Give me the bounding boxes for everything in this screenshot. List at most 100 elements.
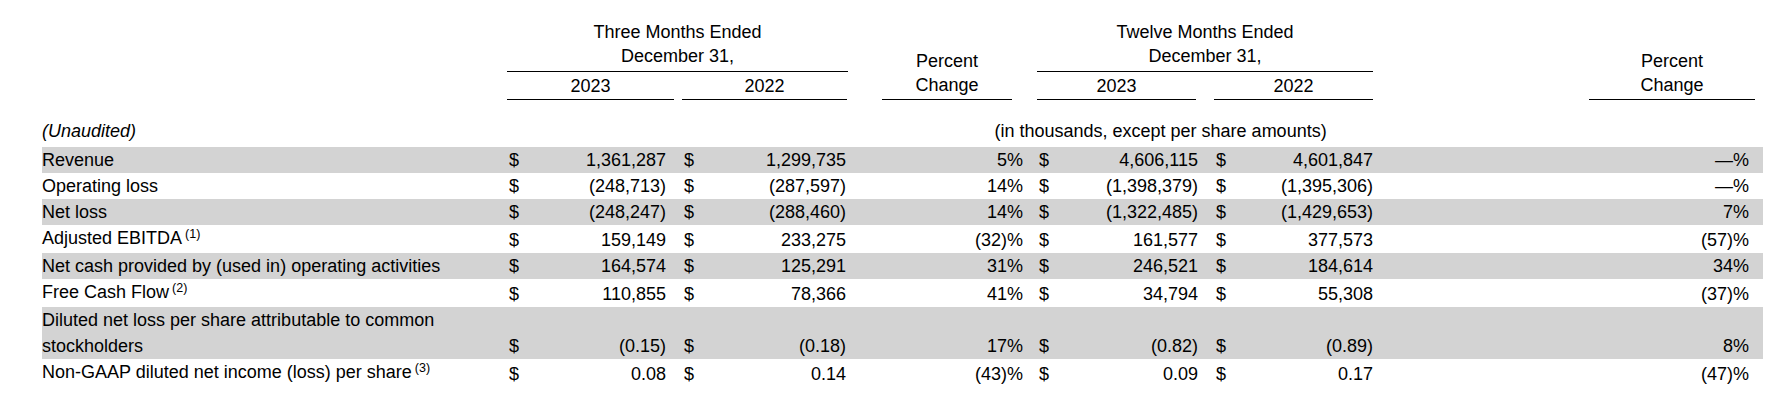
note-spacer [507,100,862,147]
unaudited-label: (Unaudited) [42,100,507,147]
percent-cell: 34% [1389,253,1763,279]
value-cell: 246,521 [1069,253,1214,279]
three-months-title-line1: Three Months Ended [593,22,761,42]
currency-cell: $ [682,253,712,279]
value-cell: (0.89) [1244,307,1389,359]
change-label: Change [916,75,979,95]
value-cell: 161,577 [1069,225,1214,253]
percent-cell: —% [1389,173,1763,199]
three-months-title-line2: December 31, [621,46,734,66]
table-row-adjusted-ebitda: Adjusted EBITDA(1) $ 159,149 $ 233,275 (… [42,225,1763,253]
header-row-groups: Three Months Ended December 31, Percent … [42,10,1763,72]
year-header-three-months-2023: 2023 [507,72,682,100]
row-label: Net cash provided by (used in) operating… [42,253,507,279]
currency-cell: $ [1037,279,1069,307]
currency-cell: $ [1037,307,1069,359]
value-cell: (287,597) [712,173,862,199]
value-cell: 164,574 [537,253,682,279]
currency-cell: $ [507,359,537,387]
percent-change-header-three-months: Percent Change [862,10,1037,100]
value-cell: 377,573 [1244,225,1389,253]
percent-change-header-twelve-months: Percent Change [1389,10,1763,100]
table-row-non-gaap-diluted-eps: Non-GAAP diluted net income (loss) per s… [42,359,1763,387]
percent-label: Percent [1641,51,1703,71]
percent-cell: 31% [862,253,1037,279]
value-cell: (1,395,306) [1244,173,1389,199]
percent-cell: 14% [862,199,1037,225]
value-cell: (0.18) [712,307,862,359]
percent-cell: (37)% [1389,279,1763,307]
table-row-net-cash-operating: Net cash provided by (used in) operating… [42,253,1763,279]
currency-cell: $ [682,147,712,173]
change-label: Change [1641,75,1704,95]
year-header-twelve-months-2023: 2023 [1037,72,1214,100]
value-cell: 34,794 [1069,279,1214,307]
value-cell: 0.09 [1069,359,1214,387]
value-cell: 159,149 [537,225,682,253]
value-cell: 0.08 [537,359,682,387]
currency-cell: $ [1214,307,1244,359]
value-cell: 0.14 [712,359,862,387]
row-label: Diluted net loss per share attributable … [42,307,507,359]
currency-cell: $ [1214,359,1244,387]
value-cell: 4,606,115 [1069,147,1214,173]
note-spacer-right [1389,100,1763,147]
currency-cell: $ [1037,147,1069,173]
currency-cell: $ [1214,253,1244,279]
table-row-operating-loss: Operating loss $ (248,713) $ (287,597) 1… [42,173,1763,199]
value-cell: 4,601,847 [1244,147,1389,173]
currency-cell: $ [507,173,537,199]
percent-cell: —% [1389,147,1763,173]
year-header-three-months-2022: 2022 [682,72,862,100]
value-cell: 125,291 [712,253,862,279]
label-column-header [42,10,507,72]
percent-cell: (32)% [862,225,1037,253]
currency-cell: $ [682,359,712,387]
value-cell: 233,275 [712,225,862,253]
percent-cell: 17% [862,307,1037,359]
table-row-diluted-net-loss-per-share: Diluted net loss per share attributable … [42,307,1763,359]
row-label: Revenue [42,147,507,173]
percent-cell: 7% [1389,199,1763,225]
footnote-ref: (1) [185,227,200,241]
percent-cell: (43)% [862,359,1037,387]
value-cell: (248,247) [537,199,682,225]
table-row-free-cash-flow: Free Cash Flow(2) $ 110,855 $ 78,366 41%… [42,279,1763,307]
currency-cell: $ [682,307,712,359]
currency-cell: $ [682,279,712,307]
percent-cell: (57)% [1389,225,1763,253]
currency-cell: $ [682,199,712,225]
percent-cell: 8% [1389,307,1763,359]
percent-label: Percent [916,51,978,71]
table-row-revenue: Revenue $ 1,361,287 $ 1,299,735 5% $ 4,6… [42,147,1763,173]
value-cell: 1,361,287 [537,147,682,173]
value-cell: 1,299,735 [712,147,862,173]
percent-cell: 14% [862,173,1037,199]
percent-cell: (47)% [1389,359,1763,387]
percent-cell: 5% [862,147,1037,173]
value-cell: 55,308 [1244,279,1389,307]
value-cell: 110,855 [537,279,682,307]
value-cell: (1,429,653) [1244,199,1389,225]
footnote-ref: (3) [415,361,430,375]
col-group-three-months: Three Months Ended December 31, [507,10,862,72]
value-cell: (1,322,485) [1069,199,1214,225]
currency-cell: $ [1214,279,1244,307]
twelve-months-title-line1: Twelve Months Ended [1117,22,1294,42]
currency-cell: $ [1214,173,1244,199]
currency-cell: $ [507,147,537,173]
value-cell: 0.17 [1244,359,1389,387]
row-label: Adjusted EBITDA(1) [42,225,507,253]
row-label: Non-GAAP diluted net income (loss) per s… [42,359,507,387]
value-cell: (248,713) [537,173,682,199]
row-label: Operating loss [42,173,507,199]
year-header-twelve-months-2022: 2022 [1214,72,1389,100]
currency-cell: $ [1037,173,1069,199]
financial-highlights-sheet: Three Months Ended December 31, Percent … [0,0,1788,402]
currency-cell: $ [507,253,537,279]
percent-cell: 41% [862,279,1037,307]
currency-cell: $ [507,225,537,253]
value-cell: (0.82) [1069,307,1214,359]
currency-cell: $ [1037,225,1069,253]
currency-cell: $ [507,199,537,225]
